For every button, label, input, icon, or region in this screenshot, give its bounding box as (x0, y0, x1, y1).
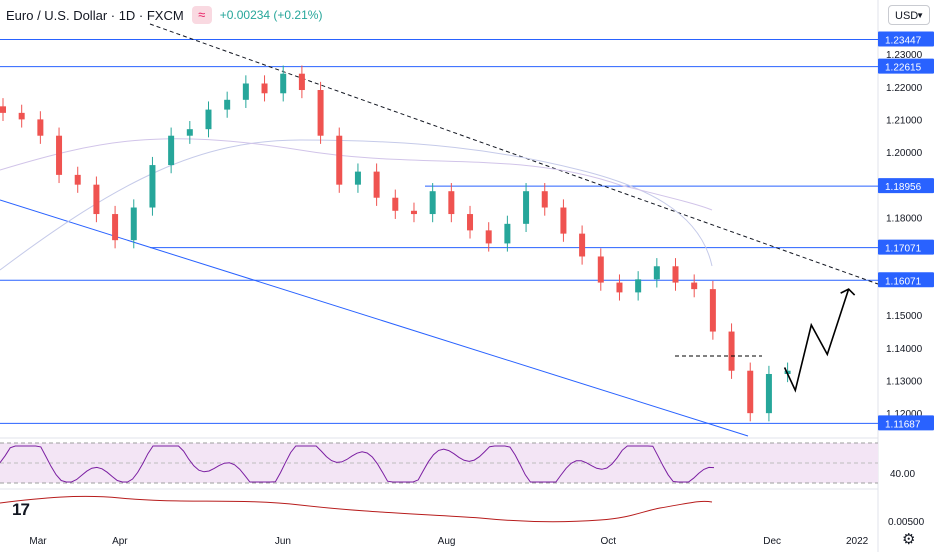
price-level-badge (878, 272, 934, 288)
y-tick-label: 1.21000 (886, 115, 923, 126)
candle-body (317, 90, 324, 136)
candle-body (541, 191, 548, 208)
candle-body (653, 266, 660, 280)
candle-body (672, 266, 679, 283)
candle-body (410, 210, 417, 215)
candle-body (579, 233, 586, 257)
y-tick-label: 1.20000 (886, 148, 923, 159)
candle-body (523, 191, 530, 224)
y-tick-label: 1.13000 (886, 377, 923, 388)
candle-body (74, 174, 81, 185)
x-tick-label: Apr (112, 536, 128, 547)
compare-icon[interactable]: ≈ (191, 6, 212, 24)
gear-icon[interactable]: ⚙ (902, 531, 916, 548)
x-tick-label: Mar (29, 536, 47, 547)
candle-body (485, 230, 492, 244)
currency-label: USD (895, 10, 919, 22)
currency-dropdown[interactable]: USD ▼ (888, 5, 930, 25)
y-tick-label: 1.22000 (886, 83, 923, 94)
candle-body (504, 223, 511, 244)
price-level-label: 1.17071 (885, 244, 922, 255)
candle-body (37, 119, 44, 136)
resistance-trendline (149, 23, 879, 285)
macd-line (0, 495, 713, 523)
candle-body (130, 207, 137, 241)
candle-body (747, 370, 754, 414)
candle-body (149, 165, 156, 208)
projection-arrowhead (840, 288, 856, 296)
y-tick-label: 1.12000 (886, 409, 923, 420)
macd-tick-label: 0.00500 (888, 517, 925, 528)
price-level-badge (878, 31, 934, 47)
candle-body (392, 197, 399, 211)
candle-body (467, 214, 474, 231)
price-change: +0.00234 (+0.21%) (219, 8, 323, 22)
candle-body (0, 106, 6, 113)
x-tick-label: 2022 (846, 536, 869, 547)
candle-body (560, 207, 567, 234)
price-level-badge (878, 415, 934, 431)
candle-body (186, 129, 193, 136)
candle-body (56, 135, 63, 175)
candle-body (635, 279, 642, 293)
y-tick-label: 1.15000 (886, 311, 923, 322)
candle-body (112, 214, 119, 241)
candle-body (616, 282, 623, 293)
candle-body (261, 83, 268, 94)
candle-body (691, 282, 698, 290)
ma-fast-line (0, 138, 713, 211)
x-tick-label: Aug (438, 536, 456, 547)
price-level-badge (878, 239, 934, 255)
price-level-label: 1.23447 (885, 36, 922, 47)
candle-body (298, 73, 305, 91)
x-tick-label: Dec (763, 536, 781, 547)
price-level-label: 1.11687 (885, 419, 921, 430)
rsi-band (0, 443, 878, 483)
price-level-label: 1.16071 (885, 276, 922, 287)
x-tick-label: Oct (600, 536, 616, 547)
candle-body (242, 83, 249, 100)
projection-path (783, 288, 850, 393)
chevron-down-icon: ▼ (916, 11, 924, 20)
candle-body (448, 191, 455, 215)
price-level-badge (878, 178, 934, 194)
rsi-line (0, 445, 715, 483)
rsi-tick-label: 40.00 (890, 469, 915, 480)
candle-body (280, 73, 287, 94)
symbol-title[interactable]: Euro / U.S. Dollar · 1D · FXCM (6, 7, 184, 23)
tradingview-logo: 17 (12, 500, 30, 519)
ma-slow-line (0, 139, 713, 271)
candle-body (18, 112, 25, 120)
price-level-label: 1.22615 (885, 63, 922, 74)
candle-body (224, 99, 231, 110)
price-level-label: 1.18956 (885, 182, 922, 193)
candle-body (93, 184, 100, 215)
y-tick-label: 1.18000 (886, 213, 923, 224)
candle-body (373, 171, 380, 198)
price-level-badge (878, 58, 934, 74)
candle-body (765, 373, 772, 414)
x-tick-label: Jun (275, 536, 291, 547)
candle-body (354, 171, 361, 185)
candle-body (597, 256, 604, 283)
y-tick-label: 1.14000 (886, 344, 923, 355)
chart-header: Euro / U.S. Dollar · 1D · FXCM ≈ +0.0023… (6, 6, 322, 24)
y-tick-label: 1.23000 (886, 50, 923, 61)
support-trendline (0, 199, 749, 437)
candle-body (336, 135, 343, 185)
candle-body (709, 289, 716, 332)
candle-body (728, 331, 735, 371)
candle-body (168, 135, 175, 166)
candle-body (429, 191, 436, 215)
candle-body (205, 109, 212, 130)
